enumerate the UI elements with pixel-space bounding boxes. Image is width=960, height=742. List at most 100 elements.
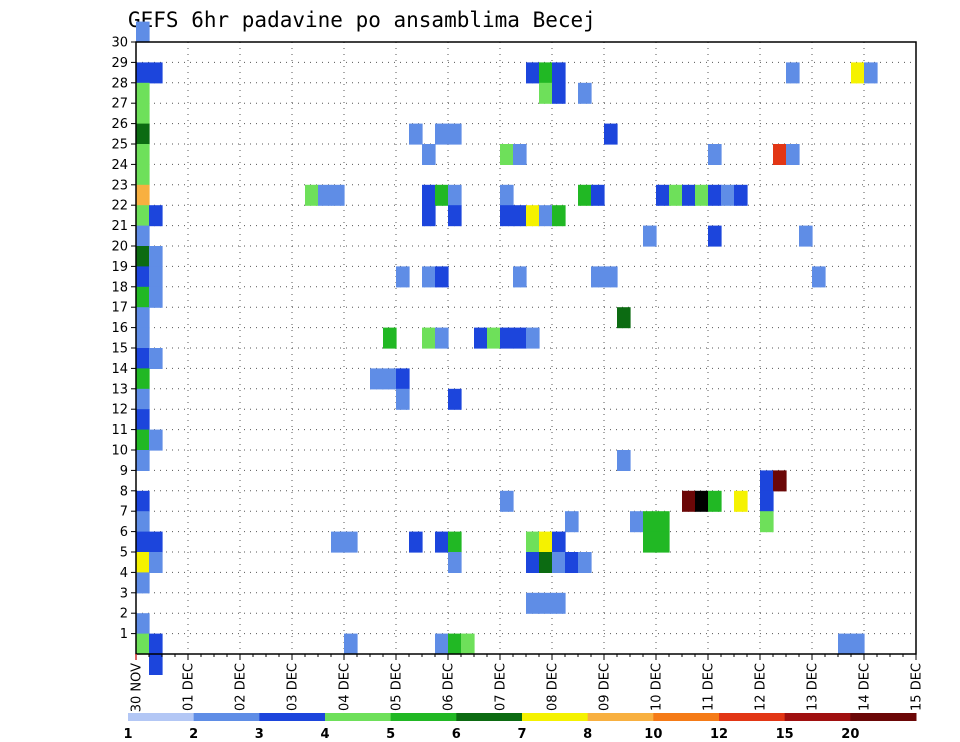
x-tick-label: 02 DEC: [234, 663, 249, 711]
heatmap-cell: [448, 531, 462, 553]
legend-swatch: [784, 713, 851, 721]
heatmap-cell: [136, 572, 150, 594]
x-axis: 30 NOV 01 DEC 02 DEC 03 DEC 04 DEC 05 DEC 06 D…: [130, 654, 925, 712]
heatmap-cell: [136, 164, 150, 186]
heatmap-cell: [617, 307, 631, 329]
y-tick-label: 18: [111, 280, 128, 295]
heatmap-cell: [526, 327, 540, 349]
heatmap-cell: [630, 511, 644, 533]
legend-swatch: [522, 713, 589, 721]
heatmap-cell: [136, 103, 150, 125]
y-tick-label: 27: [111, 97, 128, 112]
heatmap-cell: [760, 511, 774, 533]
heatmap-cell: [136, 511, 150, 533]
x-tick-label: 05 DEC: [390, 663, 405, 711]
heatmap-cell: [136, 62, 150, 84]
heatmap-cell: [578, 552, 592, 573]
x-tick-label: 04 DEC: [338, 663, 353, 711]
heatmap-cell: [409, 531, 423, 553]
heatmap-cell: [513, 266, 527, 288]
y-tick-label: 21: [111, 219, 128, 234]
x-tick-label: 12 DEC: [754, 663, 769, 711]
heatmap-cell: [396, 266, 410, 288]
heatmap-cell: [136, 123, 150, 145]
y-tick-label: 5: [120, 546, 128, 561]
heatmap-cell: [604, 123, 618, 145]
y-tick-label: 16: [111, 321, 128, 336]
heatmap-cell: [318, 184, 332, 206]
heatmap-cell: [500, 490, 514, 512]
heatmap-cell: [422, 184, 436, 206]
legend-swatch: [325, 713, 392, 721]
y-tick-label: 8: [120, 484, 128, 499]
heatmap-cell: [396, 388, 410, 410]
heatmap-cell: [526, 552, 540, 573]
heatmap-cell: [513, 327, 527, 349]
heatmap-cell: [552, 205, 566, 227]
heatmap-cell: [448, 184, 462, 206]
heatmap-cell: [344, 633, 358, 655]
heatmap-cell: [149, 654, 163, 675]
heatmap-cell: [383, 368, 397, 390]
heatmap-cell: [149, 633, 163, 655]
x-tick-label: 07 DEC: [494, 663, 509, 711]
heatmap-cell: [136, 429, 150, 451]
legend-label: 4: [320, 727, 329, 742]
x-tick-label: 15 DEC: [910, 663, 925, 711]
heatmap-cell: [149, 286, 163, 308]
heatmap-cell: [578, 82, 592, 104]
heatmap-cell: [500, 205, 514, 227]
heatmap-cell: [591, 266, 605, 288]
x-tick-label: 09 DEC: [598, 663, 613, 711]
heatmap-cell: [474, 327, 488, 349]
y-tick-label: 12: [111, 403, 128, 418]
heatmap-cell: [448, 552, 462, 573]
y-tick-label: 26: [111, 117, 128, 132]
heatmap-cell: [708, 184, 722, 206]
heatmap-cell: [799, 225, 813, 247]
heatmap-cell: [500, 144, 514, 165]
heatmap-cell: [617, 450, 631, 471]
legend-swatch: [128, 713, 195, 721]
legend-label: 7: [517, 727, 526, 742]
heatmap-cell: [513, 144, 527, 165]
heatmap-cell: [656, 511, 670, 533]
heatmap-cell: [734, 184, 748, 206]
y-tick-label: 9: [120, 464, 128, 479]
legend-swatch: [390, 713, 457, 721]
heatmap-cell: [773, 470, 787, 492]
heatmap-cell: [721, 184, 735, 206]
heatmap-cell: [864, 62, 878, 84]
heatmap-cell: [552, 531, 566, 553]
heatmap-cell: [136, 286, 150, 308]
heatmap-cell: [435, 184, 449, 206]
heatmap-cell: [136, 552, 150, 573]
heatmap-cell: [422, 144, 436, 165]
heatmap-cell: [812, 266, 826, 288]
heatmap-cell: [136, 225, 150, 247]
heatmap-cell: [682, 184, 696, 206]
legend-label: 6: [452, 727, 461, 742]
heatmap-cell: [539, 82, 553, 104]
x-tick-label: 10 DEC: [650, 663, 665, 711]
heatmap-cell: [136, 490, 150, 512]
legend-label: 20: [841, 727, 859, 742]
legend-swatch: [719, 713, 786, 721]
legend-swatch: [850, 713, 917, 721]
y-tick-label: 6: [120, 525, 128, 540]
heatmap-cell: [500, 184, 514, 206]
y-tick-label: 17: [111, 301, 128, 316]
y-tick-label: 22: [111, 199, 128, 214]
y-tick-label: 7: [120, 505, 128, 520]
heatmap-cell: [149, 246, 163, 267]
heatmap-cell: [396, 368, 410, 390]
y-tick-label: 24: [111, 158, 128, 173]
heatmap-cell: [370, 368, 384, 390]
x-tick-label: 13 DEC: [806, 663, 821, 711]
heatmap-cell: [422, 327, 436, 349]
heatmap-cell: [435, 123, 449, 145]
legend-label: 12: [710, 727, 728, 742]
heatmap-cell: [552, 82, 566, 104]
heatmap-cell: [136, 246, 150, 267]
heatmap-cell: [500, 327, 514, 349]
